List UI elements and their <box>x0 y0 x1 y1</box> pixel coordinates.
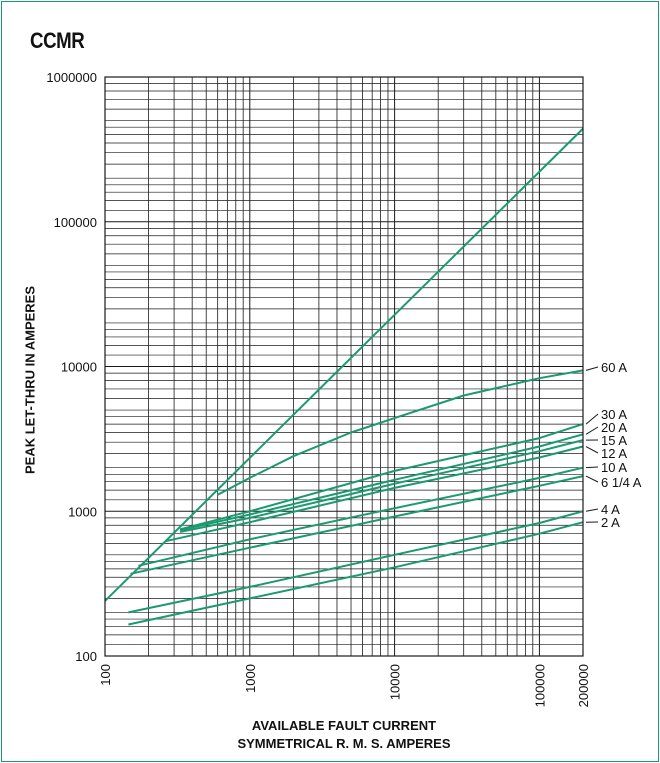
curve-label: 15 A <box>601 433 627 448</box>
x-axis-label-line1: AVAILABLE FAULT CURRENT <box>251 718 437 733</box>
curve-2-a <box>128 521 584 626</box>
curve-15-a <box>179 439 584 533</box>
curve-label-leader <box>585 366 599 371</box>
x-tick-label: 100000 <box>532 664 547 707</box>
curve-6-1-4-a <box>130 475 584 575</box>
curve-label: 4 A <box>601 502 620 517</box>
y-tick-label: 1000 <box>68 504 97 519</box>
reference-line <box>104 127 584 602</box>
curve-label: 60 A <box>601 360 627 375</box>
curve-label-leader <box>585 446 599 454</box>
y-tick-label: 1000000 <box>46 70 97 85</box>
curve-label-leader <box>585 475 599 483</box>
y-tick-label: 100000 <box>54 215 97 230</box>
curve-30-a <box>179 423 584 531</box>
curve-label: 30 A <box>601 407 627 422</box>
y-tick-label: 10000 <box>61 360 97 375</box>
curve-label: 10 A <box>601 460 627 475</box>
plot-border <box>104 76 584 657</box>
curve-12-a <box>164 445 584 543</box>
curve-label-leader <box>585 466 599 469</box>
curve-label: 6 1/4 A <box>601 475 642 490</box>
x-tick-label: 10000 <box>388 664 403 700</box>
x-tick-label: 100 <box>98 664 113 686</box>
curve-label: 2 A <box>601 515 620 530</box>
curve-label: 12 A <box>601 446 627 461</box>
curve-4-a <box>128 510 584 614</box>
x-axis-label-line2: SYMMETRICAL R. M. S. AMPERES <box>237 736 451 751</box>
y-axis-label: PEAK LET-THRU IN AMPERES <box>22 285 38 475</box>
curve-20-a <box>179 433 584 532</box>
chart-title: CCMR <box>30 28 85 53</box>
x-tick-label: 200000 <box>576 664 591 707</box>
curve-label-leader <box>585 508 599 512</box>
curve-label-leader <box>585 413 599 425</box>
curve-label-leader <box>585 426 599 435</box>
curve-label: 20 A <box>601 420 627 435</box>
y-tick-label: 100 <box>75 649 97 664</box>
curve-10-a <box>138 466 584 567</box>
x-tick-label: 1000 <box>243 664 258 693</box>
curve-60-a <box>217 369 584 496</box>
